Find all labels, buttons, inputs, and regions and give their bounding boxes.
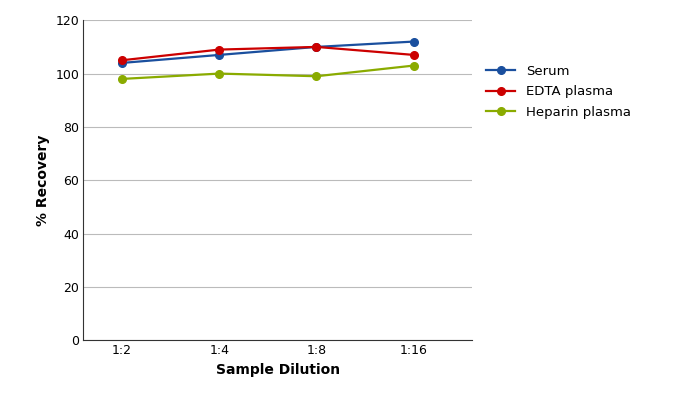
- EDTA plasma: [215, 47, 223, 52]
- EDTA plasma: [118, 58, 126, 63]
- Line: Serum: Serum: [118, 38, 418, 67]
- Heparin plasma: [312, 74, 321, 79]
- Serum: [118, 60, 126, 65]
- Y-axis label: % Recovery: % Recovery: [35, 134, 50, 226]
- EDTA plasma: [312, 45, 321, 49]
- Serum: [312, 45, 321, 49]
- X-axis label: Sample Dilution: Sample Dilution: [216, 363, 339, 377]
- Legend: Serum, EDTA plasma, Heparin plasma: Serum, EDTA plasma, Heparin plasma: [486, 65, 631, 119]
- Heparin plasma: [118, 77, 126, 81]
- Line: Heparin plasma: Heparin plasma: [118, 62, 418, 83]
- Line: EDTA plasma: EDTA plasma: [118, 43, 418, 64]
- EDTA plasma: [409, 53, 418, 58]
- Heparin plasma: [409, 63, 418, 68]
- Serum: [409, 39, 418, 44]
- Serum: [215, 53, 223, 58]
- Heparin plasma: [215, 71, 223, 76]
